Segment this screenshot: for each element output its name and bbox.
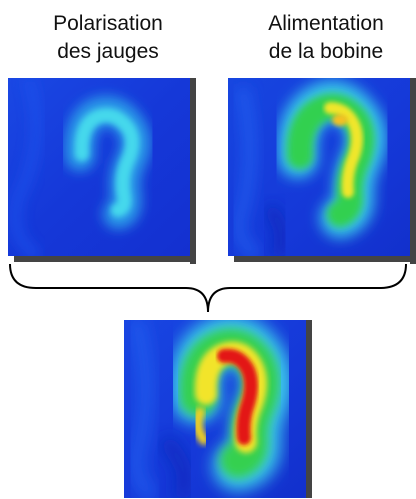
thermal-image-coil-svg bbox=[228, 78, 410, 256]
label-alimentation-de-la-bobine: Alimentation de la bobine bbox=[236, 10, 416, 66]
grouping-brace bbox=[9, 263, 407, 313]
thermal-image-gauges-svg bbox=[8, 78, 190, 256]
thermal-image-coil bbox=[228, 78, 410, 256]
label-polarisation-des-jauges: Polarisation des jauges bbox=[18, 10, 198, 66]
right-image-shadow bbox=[410, 78, 416, 264]
label-right-line1: Alimentation bbox=[268, 12, 384, 35]
thermal-image-combined-svg bbox=[124, 320, 306, 498]
thermal-image-gauges bbox=[8, 78, 190, 256]
label-right-line2: de la bobine bbox=[268, 40, 384, 63]
label-left-line1: Polarisation bbox=[53, 12, 163, 35]
thermal-image-combined bbox=[124, 320, 306, 498]
left-image-shadow bbox=[190, 78, 196, 264]
right-image-shadow-bottom bbox=[234, 256, 416, 262]
label-left-line2: des jauges bbox=[57, 40, 159, 63]
bottom-image-shadow bbox=[306, 320, 312, 498]
left-image-shadow-bottom bbox=[14, 256, 196, 262]
